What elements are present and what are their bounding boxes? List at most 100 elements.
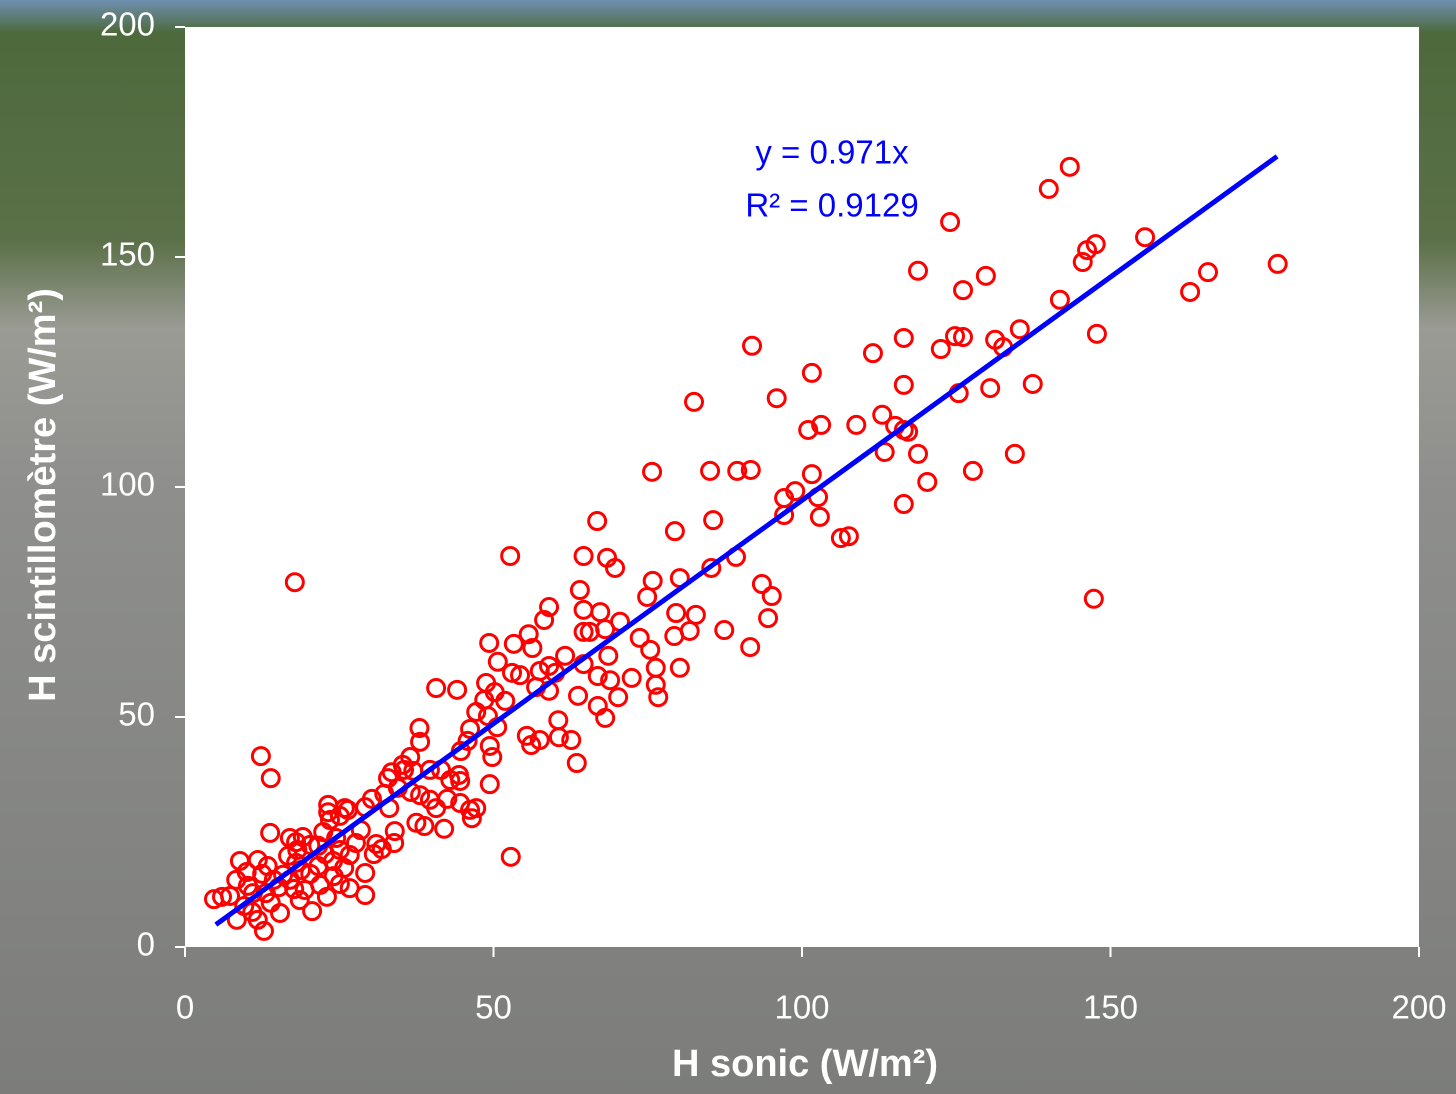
point xyxy=(457,730,478,751)
point xyxy=(587,511,608,532)
point xyxy=(642,461,663,482)
x-axis-title: H sonic (W/m²) xyxy=(672,1043,938,1085)
equation: y = 0.971x xyxy=(755,134,909,171)
point xyxy=(648,687,669,708)
point xyxy=(419,759,440,780)
point xyxy=(953,280,974,301)
point xyxy=(479,735,500,756)
point xyxy=(1022,373,1043,394)
x-tick-label: 150 xyxy=(1083,989,1138,1026)
point xyxy=(1086,323,1107,344)
point xyxy=(409,718,430,739)
point xyxy=(294,879,315,900)
point xyxy=(664,626,685,647)
point xyxy=(907,260,928,281)
trend-line xyxy=(214,154,1279,927)
point xyxy=(479,774,500,795)
x-tick-label: 0 xyxy=(176,989,194,1026)
point xyxy=(253,920,274,941)
point xyxy=(326,827,347,848)
point xyxy=(962,460,983,481)
point xyxy=(1083,588,1104,609)
point xyxy=(1135,227,1156,248)
point xyxy=(284,572,305,593)
y-tick-label: 100 xyxy=(100,466,155,503)
point xyxy=(669,657,690,678)
point xyxy=(371,839,392,860)
point xyxy=(573,599,594,620)
point xyxy=(1049,289,1070,310)
point xyxy=(437,788,458,809)
point xyxy=(521,735,542,756)
point xyxy=(1267,253,1288,274)
point xyxy=(479,632,500,653)
y-axis-title: H scintillomètre (W/m²) xyxy=(22,288,64,702)
point xyxy=(811,414,832,435)
point xyxy=(426,678,447,699)
x-tick-label: 50 xyxy=(475,989,512,1026)
point xyxy=(510,665,531,686)
point xyxy=(945,326,966,347)
point xyxy=(1180,281,1201,302)
point xyxy=(573,621,594,642)
point xyxy=(482,747,503,768)
point xyxy=(337,799,358,820)
point xyxy=(980,378,1001,399)
point xyxy=(605,557,626,578)
point xyxy=(355,885,376,906)
point xyxy=(355,862,376,883)
point xyxy=(640,639,661,660)
point xyxy=(587,666,608,687)
point xyxy=(316,886,337,907)
point xyxy=(500,546,521,566)
point xyxy=(975,265,996,286)
point xyxy=(487,651,508,672)
point xyxy=(608,687,629,708)
point xyxy=(701,557,722,578)
point xyxy=(495,690,516,711)
point xyxy=(503,633,524,654)
y-tick-label: 200 xyxy=(100,6,155,43)
point xyxy=(555,645,576,666)
point xyxy=(645,674,666,695)
point xyxy=(212,886,233,907)
point xyxy=(940,212,961,233)
point xyxy=(566,753,587,773)
point xyxy=(260,822,281,843)
r-squared: R² = 0.9129 xyxy=(745,187,918,224)
point xyxy=(872,404,893,425)
point xyxy=(502,662,523,683)
point xyxy=(893,494,914,515)
point xyxy=(830,528,851,549)
point xyxy=(522,638,543,658)
point xyxy=(751,574,772,595)
point xyxy=(600,670,621,691)
point xyxy=(917,471,938,492)
point xyxy=(548,727,569,748)
point xyxy=(414,816,435,837)
x-tick-label: 200 xyxy=(1391,989,1446,1026)
point xyxy=(893,327,914,348)
point xyxy=(534,609,555,630)
point xyxy=(838,526,859,547)
point xyxy=(384,821,405,842)
y-tick-label: 0 xyxy=(137,926,155,963)
point xyxy=(203,889,224,910)
point xyxy=(237,875,258,896)
point xyxy=(410,785,431,806)
point xyxy=(684,391,705,412)
point xyxy=(758,608,779,629)
point xyxy=(1009,319,1030,340)
point xyxy=(447,679,468,700)
point xyxy=(289,890,310,911)
point xyxy=(862,343,883,364)
y-tick-label: 150 xyxy=(100,236,155,273)
point xyxy=(714,620,735,641)
point xyxy=(629,627,650,648)
y-tick-label: 50 xyxy=(118,696,155,733)
point xyxy=(798,419,819,440)
point xyxy=(573,546,594,566)
point xyxy=(930,339,951,359)
point xyxy=(450,770,471,791)
